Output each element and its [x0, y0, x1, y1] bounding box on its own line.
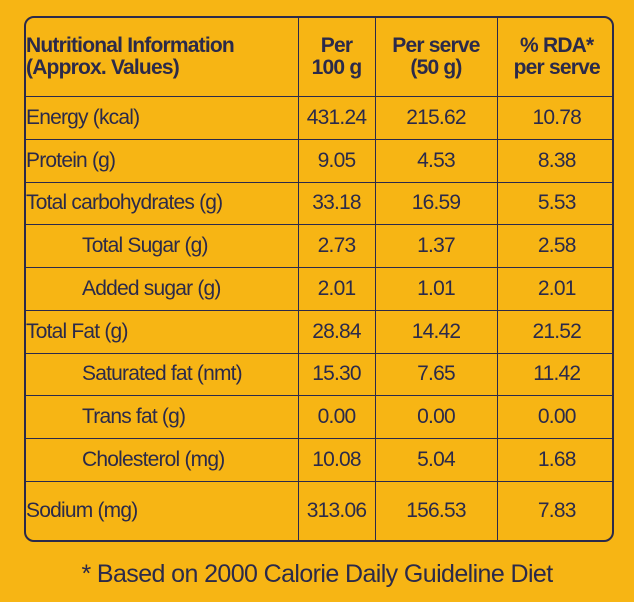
table-header-row: Nutritional Information (Approx. Values)…: [26, 18, 612, 97]
table-row-protein: Protein (g) 9.05 4.53 8.38: [26, 138, 612, 183]
row-label: Total Fat (g): [26, 309, 299, 354]
row-label: Energy (kcal): [26, 96, 299, 140]
value-rda: 10.78: [496, 96, 612, 140]
row-label: Total Sugar (g): [26, 224, 299, 269]
value-per-100g: 15.30: [297, 352, 376, 397]
value-per-serve: 156.53: [374, 481, 498, 540]
value-per-100g: 313.06: [297, 481, 376, 540]
value-per-100g: 33.18: [297, 181, 376, 226]
value-rda: 1.68: [496, 438, 612, 482]
value-per-100g: 0.00: [297, 395, 376, 440]
table-row-trans-fat: Trans fat (g) 0.00 0.00 0.00: [26, 395, 612, 440]
nutrition-table: Nutritional Information (Approx. Values)…: [26, 18, 612, 540]
value-per-100g: 2.01: [297, 267, 376, 311]
value-per-serve: 215.62: [374, 96, 498, 140]
table-row-saturated-fat: Saturated fat (nmt) 15.30 7.65 11.42: [26, 352, 612, 397]
footnote: * Based on 2000 Calorie Daily Guideline …: [81, 560, 553, 588]
value-per-100g: 28.84: [297, 309, 376, 354]
value-per-serve: 5.04: [374, 438, 498, 482]
row-label: Total carbohydrates (g): [26, 181, 299, 226]
value-rda: 7.83: [496, 481, 612, 540]
table-row-cholesterol: Cholesterol (mg) 10.08 5.04 1.68: [26, 438, 612, 482]
row-label: Trans fat (g): [26, 395, 299, 440]
value-per-serve: 14.42: [374, 309, 498, 354]
nutrition-table-panel: Nutritional Information (Approx. Values)…: [24, 16, 614, 542]
value-per-serve: 1.01: [374, 267, 498, 311]
header-per-100g: Per 100 g: [297, 18, 376, 97]
value-per-serve: 4.53: [374, 138, 498, 183]
table-row-sodium: Sodium (mg) 313.06 156.53 7.83: [26, 481, 612, 540]
table-row-total-fat: Total Fat (g) 28.84 14.42 21.52: [26, 309, 612, 354]
row-label: Sodium (mg): [26, 481, 299, 540]
row-label: Protein (g): [26, 138, 299, 183]
value-per-serve: 0.00: [374, 395, 498, 440]
header-nutritional-information: Nutritional Information (Approx. Values): [26, 18, 299, 97]
value-per-100g: 431.24: [297, 96, 376, 140]
value-rda: 2.58: [496, 224, 612, 269]
value-per-100g: 9.05: [297, 138, 376, 183]
value-per-100g: 10.08: [297, 438, 376, 482]
value-rda: 2.01: [496, 267, 612, 311]
value-rda: 21.52: [496, 309, 612, 354]
table-row-total-sugar: Total Sugar (g) 2.73 1.37 2.58: [26, 224, 612, 269]
value-rda: 11.42: [496, 352, 612, 397]
value-rda: 5.53: [496, 181, 612, 226]
row-label: Cholesterol (mg): [26, 438, 299, 482]
value-per-serve: 7.65: [374, 352, 498, 397]
header-rda-per-serve: % RDA* per serve: [496, 18, 612, 97]
value-per-serve: 16.59: [374, 181, 498, 226]
value-per-100g: 2.73: [297, 224, 376, 269]
row-label: Saturated fat (nmt): [26, 352, 299, 397]
table-row-energy: Energy (kcal) 431.24 215.62 10.78: [26, 96, 612, 140]
table-row-added-sugar: Added sugar (g) 2.01 1.01 2.01: [26, 267, 612, 311]
value-rda: 0.00: [496, 395, 612, 440]
value-per-serve: 1.37: [374, 224, 498, 269]
value-rda: 8.38: [496, 138, 612, 183]
table-row-total-carbohydrates: Total carbohydrates (g) 33.18 16.59 5.53: [26, 181, 612, 226]
header-per-serve: Per serve (50 g): [374, 18, 498, 97]
row-label: Added sugar (g): [26, 267, 299, 311]
